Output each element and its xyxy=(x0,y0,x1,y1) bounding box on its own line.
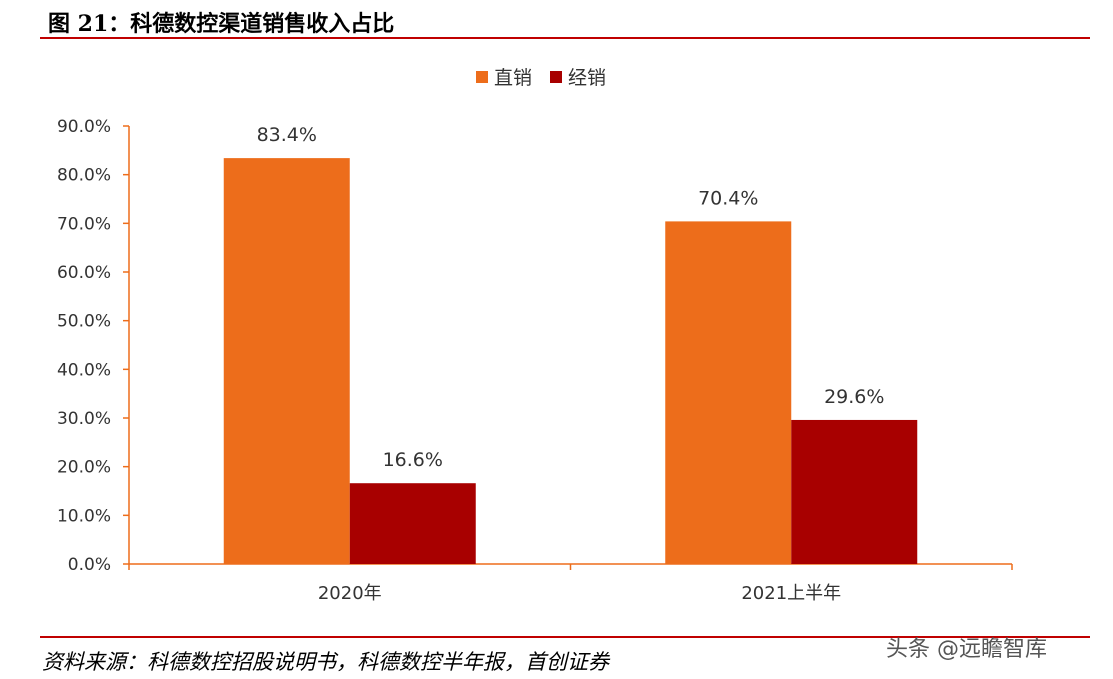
y-tick-label: 70.0% xyxy=(57,214,111,234)
legend-label-direct: 直销 xyxy=(494,67,533,89)
y-tick-label: 40.0% xyxy=(57,360,111,380)
y-tick-label: 0.0% xyxy=(68,555,111,575)
bar-direct xyxy=(665,221,792,565)
chart-legend: 直销 经销 xyxy=(476,63,606,90)
y-tick-label: 50.0% xyxy=(57,312,111,332)
legend-swatch-distribution xyxy=(550,70,563,83)
y-tick-label: 30.0% xyxy=(57,409,111,429)
y-tick-label: 90.0% xyxy=(57,117,111,137)
data-label: 83.4% xyxy=(257,124,317,146)
x-category-label: 2021上半年 xyxy=(741,583,841,604)
legend-item-direct: 直销 xyxy=(476,63,532,90)
y-tick-label: 80.0% xyxy=(57,166,111,186)
bottom-divider xyxy=(40,636,1090,638)
data-label: 29.6% xyxy=(824,386,884,408)
watermark: 头条 @远瞻智库 xyxy=(886,637,1047,662)
data-label: 16.6% xyxy=(383,449,443,471)
data-label: 70.4% xyxy=(698,187,758,209)
bar-distribution xyxy=(349,483,476,564)
y-tick-label: 10.0% xyxy=(57,506,111,526)
source-note: 资料来源：科德数控招股说明书，科德数控半年报，首创证券 xyxy=(42,650,609,674)
x-category-label: 2020年 xyxy=(318,583,382,604)
legend-swatch-direct xyxy=(476,70,488,83)
bar-direct xyxy=(223,158,350,564)
figure-title: 图 21：科德数控渠道销售收入占比 xyxy=(48,11,395,37)
legend-label-distribution: 经销 xyxy=(568,67,607,89)
y-tick-label: 60.0% xyxy=(57,263,111,283)
top-divider xyxy=(40,37,1090,39)
bar-distribution xyxy=(791,419,918,564)
y-tick-label: 20.0% xyxy=(57,458,111,478)
legend-item-distribution: 经销 xyxy=(550,63,606,90)
